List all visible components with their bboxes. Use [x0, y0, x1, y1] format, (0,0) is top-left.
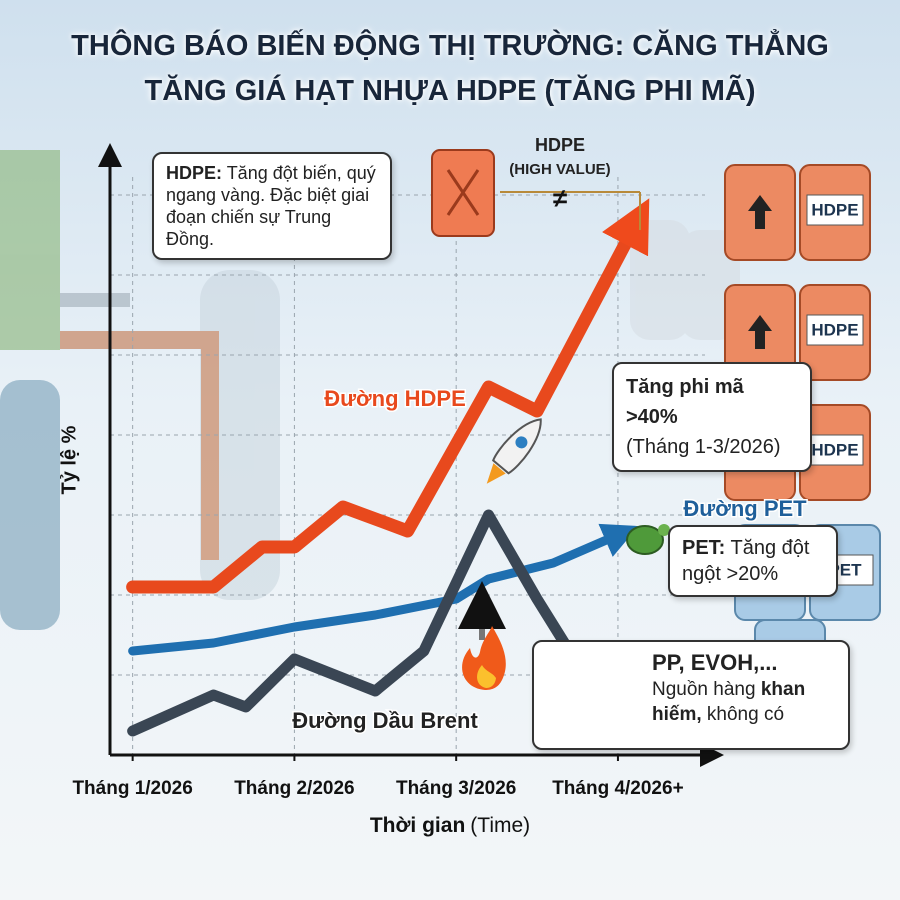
badge-title: HDPE — [535, 135, 585, 155]
shortage-text: không có — [701, 704, 785, 725]
y-axis-label: Tỷ lệ % — [58, 425, 80, 494]
fire-icon — [458, 581, 506, 690]
series-line — [127, 509, 575, 737]
x-label-normal: (Time) — [470, 814, 530, 837]
container-label: HDPE — [811, 440, 858, 459]
container-label-box — [806, 194, 864, 226]
x-tick-label: Tháng 1/2026 — [72, 778, 192, 799]
x-axis-label: Thời gian (Time) — [370, 814, 530, 837]
rise-period: (Tháng 1-3/2026) — [626, 436, 781, 458]
background-decor — [0, 150, 740, 630]
series-label: Đường PET — [683, 496, 807, 521]
up-arrow — [748, 195, 772, 229]
badge-symbol: ≠ — [553, 183, 567, 213]
x-tick-label: Tháng 3/2026 — [396, 778, 516, 799]
series-line — [126, 198, 650, 594]
title-line: TĂNG GIÁ HẠT NHỰA HDPE (TĂNG PHI MÃ) — [144, 75, 756, 107]
x-label-bold: Thời gian — [370, 814, 465, 837]
pet-note: PET: Tăng đột ngột >20% — [668, 525, 838, 597]
hdpe-note: HDPE: Tăng đột biến, quý ngang vàng. Đặc… — [152, 152, 392, 260]
container-label: HDPE — [811, 320, 858, 339]
turtle-icon — [626, 524, 670, 555]
container-label-box — [806, 434, 864, 466]
up-arrow — [748, 315, 772, 349]
shortage-bold: khan hiếm, — [652, 679, 806, 725]
series-label: Đường HDPE — [324, 386, 466, 411]
container-label-box — [806, 314, 864, 346]
hdpe-badge: HDPE (HIGH VALUE) ≠ — [431, 135, 641, 237]
x-tick-label: Tháng 2/2026 — [234, 778, 354, 799]
badge-sub: (HIGH VALUE) — [509, 161, 610, 178]
shortage-title: PP, EVOH,... — [652, 650, 778, 675]
shortage-text: Nguồn hàng — [652, 679, 761, 700]
pet-note-text: Tăng đột ngột >20% — [682, 537, 810, 585]
series-line — [128, 523, 639, 656]
rise-title: Tăng phi mã >40% — [626, 376, 744, 428]
x-tick-label: Tháng 4/2026+ — [552, 778, 683, 799]
note-text: Tăng đột biến, quý ngang vàng. Đặc biệt … — [166, 163, 376, 249]
pet-note-bold: PET: — [682, 537, 726, 559]
rocket-icon — [486, 418, 542, 484]
title-line: THÔNG BÁO BIẾN ĐỘNG THỊ TRƯỜNG: CĂNG THẲ… — [71, 30, 829, 62]
hdpe-rise-note: Tăng phi mã >40% (Tháng 1-3/2026) — [612, 362, 812, 472]
series-label: Đường Dầu Brent — [292, 708, 478, 733]
note-bold: HDPE: — [166, 163, 223, 183]
shortage-note: PP, EVOH,... Nguồn hàng khan hiếm, không … — [532, 640, 850, 750]
container-label: HDPE — [811, 200, 858, 219]
